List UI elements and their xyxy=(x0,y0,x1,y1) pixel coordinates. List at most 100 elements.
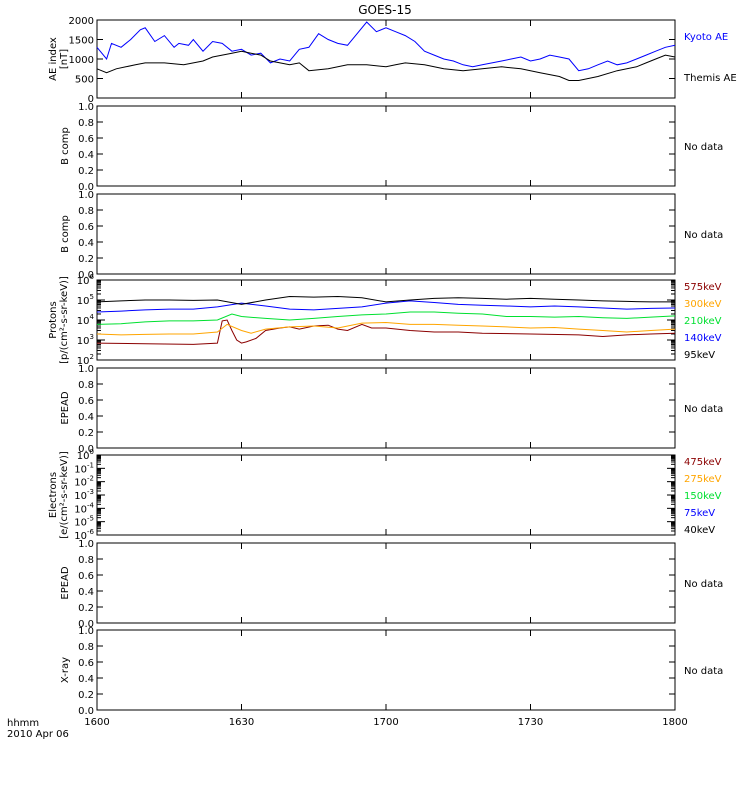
y-tick-label: 0.8 xyxy=(78,118,94,129)
y-tick-label: 0.2 xyxy=(78,254,94,265)
legend-entry: 140keV xyxy=(684,333,722,344)
panel-b1: B comp 0.0 0.2 0.4 0.6 0.8 1.0 No data xyxy=(60,102,723,193)
y-tick-label: 10-5 xyxy=(74,515,94,529)
legend-entry: 75keV xyxy=(684,508,715,519)
y-tick-label: 10-1 xyxy=(74,461,94,475)
legend-entry: Themis AE xyxy=(683,73,737,84)
y-axis-label: EPEAD xyxy=(60,391,71,425)
y-tick-label: 0.2 xyxy=(78,428,94,439)
x-tick-label: 1730 xyxy=(518,717,543,728)
y-tick-label: 0.4 xyxy=(78,412,94,423)
no-data-label: No data xyxy=(684,666,723,677)
panel-frame xyxy=(96,367,676,449)
panel-electrons: Electrons [e/(cm²-s-sr-keV)] 10-610-510-41… xyxy=(48,448,722,542)
y-tick-label: 0.4 xyxy=(78,238,94,249)
series-line xyxy=(96,50,676,81)
y-axis-label: B comp xyxy=(60,215,71,253)
legend-entry: 575keV xyxy=(684,282,722,293)
y-axis-label: [p/(cm²-s-sr-keV)] xyxy=(59,276,70,364)
panel-frame xyxy=(96,105,676,187)
y-axis-label: EPEAD xyxy=(60,566,71,600)
panel-frame xyxy=(96,193,676,275)
y-tick-label: 1000 xyxy=(69,55,94,66)
y-tick-label: 10-6 xyxy=(74,528,94,542)
x-tick-label: 1800 xyxy=(662,717,687,728)
panel-frame xyxy=(96,279,676,361)
y-tick-label: 2000 xyxy=(69,16,94,27)
panel-xray: X-ray 0.0 0.2 0.4 0.6 0.8 1.0 No data xyxy=(60,626,723,717)
y-tick-label: 102 xyxy=(77,353,94,367)
no-data-label: No data xyxy=(684,579,723,590)
panel-protons: Protons [p/(cm²-s-sr-keV)] 102 103 104 105 106… xyxy=(48,273,722,367)
y-tick-label: 0.8 xyxy=(78,555,94,566)
panel-ae: AE index [nT] 0 500 1000 1500 2000 Kyoto AE Them… xyxy=(48,16,737,105)
panel-frame xyxy=(96,542,676,624)
legend-entry: 475keV xyxy=(684,457,722,468)
y-tick-label: 10-2 xyxy=(74,475,94,489)
y-axis-label: Protons xyxy=(48,301,59,338)
y-tick-label: 0.4 xyxy=(78,587,94,598)
y-tick-label: 500 xyxy=(75,75,94,86)
legend-entry: Kyoto AE xyxy=(684,32,728,43)
legend-entry: 150keV xyxy=(684,491,722,502)
y-tick-label: 0.0 xyxy=(78,444,94,455)
x-tick-label: 1600 xyxy=(84,717,109,728)
y-tick-label: 0.4 xyxy=(78,150,94,161)
series-line xyxy=(96,311,676,325)
y-tick-label: 1.0 xyxy=(78,539,94,550)
date-label: 2010 Apr 06 xyxy=(7,729,69,740)
y-tick-label: 1.0 xyxy=(78,626,94,637)
y-tick-label: 100 xyxy=(77,448,94,462)
y-axis-label: B comp xyxy=(60,127,71,165)
y-tick-label: 0.8 xyxy=(78,642,94,653)
y-tick-label: 1.0 xyxy=(78,190,94,201)
y-tick-label: 1.0 xyxy=(78,364,94,375)
y-tick-label: 1500 xyxy=(69,36,94,47)
y-tick-label: 0.2 xyxy=(78,690,94,701)
panel-frame xyxy=(96,19,676,99)
x-tick-label: 1630 xyxy=(229,717,254,728)
y-tick-label: 0.8 xyxy=(78,380,94,391)
y-tick-label: 0.6 xyxy=(78,222,94,233)
y-tick-label: 0.0 xyxy=(78,706,94,717)
panel-frame xyxy=(96,629,676,711)
y-tick-label: 0.0 xyxy=(78,182,94,193)
legend-entry: 275keV xyxy=(684,474,722,485)
y-tick-label: 103 xyxy=(77,333,94,347)
y-tick-label: 104 xyxy=(77,313,95,327)
panel-epead1: EPEAD 0.0 0.2 0.4 0.6 0.8 1.0 No data xyxy=(60,364,723,455)
legend-entry: 95keV xyxy=(684,350,715,361)
y-axis-label: X-ray xyxy=(60,657,71,683)
y-tick-label: 105 xyxy=(77,293,94,307)
series-line xyxy=(96,319,676,345)
y-tick-label: 0.6 xyxy=(78,134,94,145)
y-tick-label: 106 xyxy=(77,273,95,287)
x-tick-label: 1700 xyxy=(373,717,398,728)
panel-stack: AE index [nT] 0 500 1000 1500 2000 Kyoto AE Them… xyxy=(48,16,737,717)
y-tick-label: 0.0 xyxy=(78,619,94,630)
panel-b2: B comp 0.0 0.2 0.4 0.6 0.8 1.0 No data xyxy=(60,190,723,281)
legend-entry: 210keV xyxy=(684,316,722,327)
y-tick-label: 0.0 xyxy=(78,270,94,281)
no-data-label: No data xyxy=(684,142,723,153)
no-data-label: No data xyxy=(684,230,723,241)
x-unit-label: hhmm xyxy=(7,718,39,729)
y-tick-label: 0.6 xyxy=(78,571,94,582)
panel-frame xyxy=(96,454,676,536)
legend-entry: 40keV xyxy=(684,525,715,536)
legend-entry: 300keV xyxy=(684,299,722,310)
series-line xyxy=(96,300,676,313)
y-tick-label: 0 xyxy=(88,94,94,105)
y-tick-label: 10-4 xyxy=(74,501,94,515)
y-tick-label: 10-3 xyxy=(74,488,94,502)
series-line xyxy=(96,295,675,305)
y-tick-label: 0.6 xyxy=(78,396,94,407)
y-axis-label: [e/(cm²-s-sr-keV)] xyxy=(59,451,70,539)
y-tick-label: 1.0 xyxy=(78,102,94,113)
y-axis-label: [nT] xyxy=(59,49,70,69)
y-tick-label: 0.2 xyxy=(78,603,94,614)
plot-title: GOES-15 xyxy=(358,3,412,17)
series-line xyxy=(96,21,676,72)
